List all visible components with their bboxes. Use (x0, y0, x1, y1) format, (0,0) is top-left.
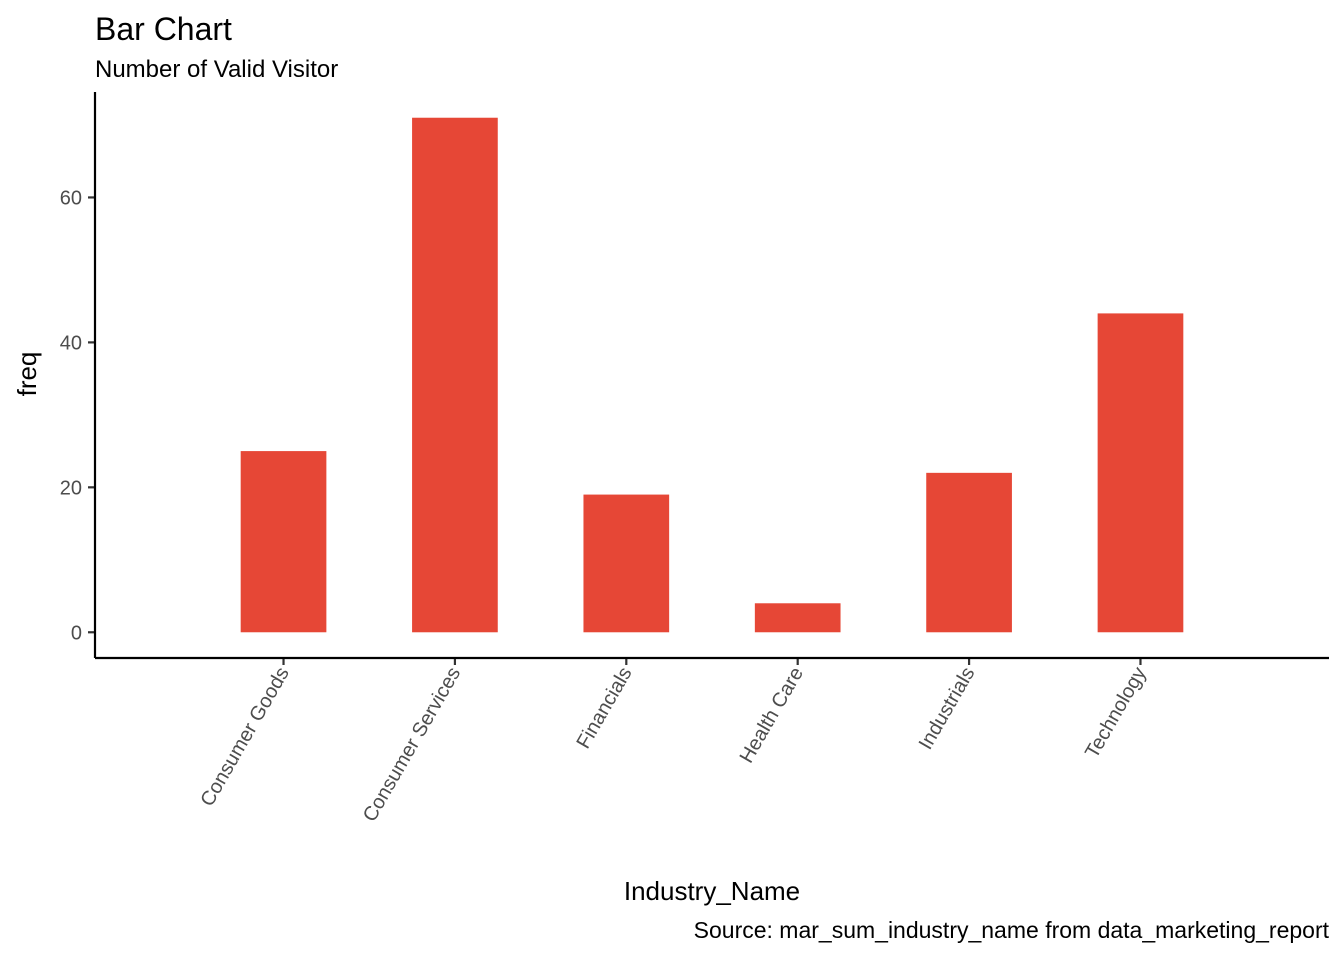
y-axis-ticks: 0 20 40 60 (60, 187, 95, 644)
y-tick-label: 20 (60, 477, 82, 499)
y-tick-label: 40 (60, 332, 82, 354)
bar-health-care (754, 603, 841, 633)
bar-consumer-services (412, 117, 498, 633)
bars-layer (240, 117, 1184, 633)
x-tick-label: Industrials (915, 664, 980, 754)
plot-area: 0 20 40 60 Consumer Goods Consumer Services F… (60, 92, 1329, 826)
x-axis-ticks: Consumer Goods Consumer Services Financial… (196, 658, 1151, 826)
bar-financials (583, 494, 670, 633)
bar-technology (1097, 313, 1184, 633)
bar-industrials (926, 472, 1012, 633)
x-tick-label: Financials (573, 664, 637, 753)
x-tick-label: Consumer Goods (196, 664, 293, 811)
y-tick-label: 0 (71, 622, 82, 644)
bar-consumer-goods (240, 451, 327, 633)
chart-title: Bar Chart (95, 11, 232, 47)
x-tick-label: Health Care (736, 664, 808, 767)
chart-subtitle: Number of Valid Visitor (95, 56, 338, 83)
y-axis-title: freq (12, 352, 42, 397)
x-tick-label: Consumer Services (359, 664, 465, 826)
chart-caption: Source: mar_sum_industry_name from data_… (694, 917, 1330, 943)
x-tick-label: Technology (1081, 664, 1151, 763)
y-tick-label: 60 (60, 187, 82, 209)
x-axis-title: Industry_Name (624, 876, 800, 906)
